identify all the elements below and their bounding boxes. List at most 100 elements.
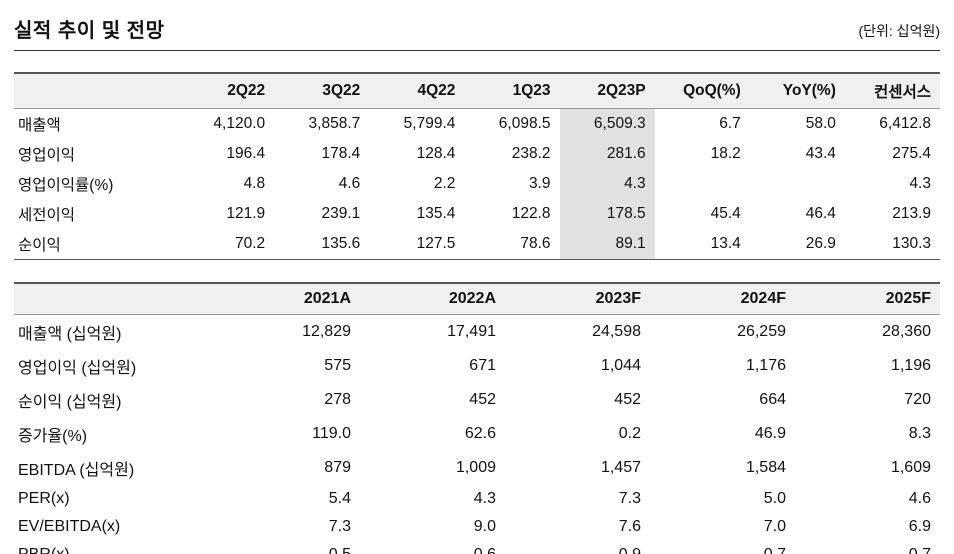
table-row: 영업이익 196.4 178.4 128.4 238.2 281.6 18.2 43.4 275…: [14, 139, 940, 169]
column-header: 1Q23: [464, 73, 560, 109]
value-cell: 13.4: [710, 235, 741, 252]
value-cell: 70.2: [234, 235, 266, 252]
value-cell: 720: [904, 391, 931, 408]
value-cell: 213.9: [892, 205, 931, 222]
column-header: 2023F: [505, 283, 650, 315]
value-cell: 45.4: [710, 205, 741, 222]
value-cell: 3,858.7: [308, 115, 361, 132]
row-label-header: [14, 73, 179, 109]
value-cell: 575: [324, 357, 351, 374]
value-cell: [750, 169, 845, 199]
quarterly-results-table: 2Q22 3Q22 4Q22 1Q23 2Q23P QoQ(%) YoY(%) 컨센서스 매출…: [14, 72, 940, 260]
value-cell: 1,044: [600, 357, 641, 374]
column-header: 3Q22: [274, 73, 370, 109]
row-label-cell: 매출액 (십억원): [18, 326, 122, 343]
table-row: EV/EBITDA(x) 7.3 9.0 7.6 7.0 6.9: [14, 513, 940, 541]
value-cell: 2.2: [433, 175, 456, 192]
value-cell: 0.7: [650, 541, 795, 554]
value-cell: 0.9: [505, 541, 650, 554]
value-cell: 12,829: [302, 323, 351, 340]
column-header: 2Q23P: [559, 73, 655, 109]
value-cell: 0.2: [618, 425, 641, 442]
table-row: 영업이익률(%) 4.8 4.6 2.2 3.9 4.3 4.3: [14, 169, 940, 199]
row-label-cell: 영업이익: [18, 147, 76, 164]
value-cell: 78.6: [520, 235, 551, 252]
value-cell: 6.7: [719, 115, 741, 132]
value-cell: 26,259: [737, 323, 786, 340]
table-row: 매출액 (십억원) 12,829 17,491 24,598 26,259 28,360: [14, 315, 940, 350]
column-header: QoQ(%): [654, 73, 750, 109]
value-cell: 1,609: [890, 459, 931, 476]
unit-label: (단위: 십억원): [858, 23, 940, 39]
value-cell: 24,598: [592, 323, 641, 340]
value-cell: 239.1: [321, 205, 361, 222]
value-cell: 5.4: [328, 490, 351, 507]
value-cell: 4.3: [473, 490, 496, 507]
row-label-cell: 세전이익: [18, 207, 76, 224]
value-cell: 28,360: [882, 323, 931, 340]
row-label-cell: 순이익: [18, 237, 61, 254]
table-row: 매출액 4,120.0 3,858.7 5,799.4 6,098.5 6,509.3 6.…: [14, 108, 940, 139]
column-header: 2024F: [650, 283, 795, 315]
value-cell: 130.3: [892, 235, 931, 252]
value-cell: 275.4: [892, 145, 931, 162]
annual-table-body: 매출액 (십억원) 12,829 17,491 24,598 26,259 28,360 영…: [14, 315, 940, 554]
column-header: 2022A: [360, 283, 505, 315]
annual-forecast-table: 2021A 2022A 2023F 2024F 2025F 매출액 (십억원) 12,82…: [14, 282, 940, 554]
value-cell: 46.9: [754, 425, 786, 442]
value-cell: 196.4: [226, 145, 266, 162]
value-cell: 4.6: [338, 175, 361, 192]
value-cell: 3.9: [528, 175, 551, 192]
value-cell: 89.1: [559, 229, 655, 260]
table-header-row: 2021A 2022A 2023F 2024F 2025F: [14, 283, 940, 315]
value-cell: 128.4: [416, 145, 456, 162]
value-cell: 238.2: [511, 145, 551, 162]
value-cell: 5.0: [763, 490, 786, 507]
value-cell: 1,009: [455, 459, 496, 476]
value-cell: 4.8: [243, 175, 266, 192]
value-cell: 121.9: [226, 205, 266, 222]
table-row: PBR(x)0.50.60.90.70.7: [14, 541, 940, 554]
value-cell: 1,196: [890, 357, 931, 374]
value-cell: 8.3: [908, 425, 931, 442]
value-cell: 7.3: [618, 490, 641, 507]
value-cell: 0.5: [215, 541, 360, 554]
value-cell: 0.7: [795, 541, 940, 554]
value-cell: 6.9: [908, 518, 931, 535]
value-cell: 9.0: [473, 518, 496, 535]
column-header: 컨센서스: [844, 73, 940, 109]
value-cell: 6,509.3: [559, 108, 655, 139]
value-cell: [655, 169, 750, 199]
value-cell: 0.6: [360, 541, 505, 554]
column-header: 2021A: [215, 283, 360, 315]
value-cell: 178.5: [559, 199, 655, 229]
value-cell: 4.3: [559, 169, 655, 199]
table-row: 순이익 70.2 135.6 127.5 78.6 89.1 13.4 26.9 130.3: [14, 229, 940, 260]
value-cell: 7.3: [328, 518, 351, 535]
row-label-cell: 매출액: [18, 117, 61, 134]
value-cell: 26.9: [805, 235, 836, 252]
value-cell: 43.4: [805, 145, 836, 162]
value-cell: 4,120.0: [213, 115, 266, 132]
quarterly-table-body: 매출액 4,120.0 3,858.7 5,799.4 6,098.5 6,509.3 6.…: [14, 108, 940, 260]
value-cell: 178.4: [321, 145, 361, 162]
title-bar: 실적 추이 및 전망 (단위: 십억원): [14, 10, 940, 51]
annual-table-head: 2021A 2022A 2023F 2024F 2025F: [14, 283, 940, 315]
value-cell: 135.4: [416, 205, 456, 222]
table-row: 영업이익 (십억원) 575 671 1,044 1,176 1,196: [14, 349, 940, 383]
table-row: 순이익 (십억원) 278 452 452 664 720: [14, 383, 940, 417]
value-cell: 1,176: [745, 357, 786, 374]
value-cell: 18.2: [710, 145, 741, 162]
column-header: 2Q22: [179, 73, 275, 109]
value-cell: 452: [614, 391, 641, 408]
value-cell: 127.5: [416, 235, 456, 252]
value-cell: 5,799.4: [403, 115, 456, 132]
value-cell: 7.0: [763, 518, 786, 535]
row-label-cell: 증가율(%): [18, 428, 88, 445]
row-label-cell: EBITDA (십억원): [18, 462, 135, 479]
value-cell: 671: [469, 357, 496, 374]
column-header: 2025F: [795, 283, 940, 315]
value-cell: 135.6: [321, 235, 361, 252]
table-row: 증가율(%) 119.0 62.6 0.2 46.9 8.3: [14, 417, 940, 451]
